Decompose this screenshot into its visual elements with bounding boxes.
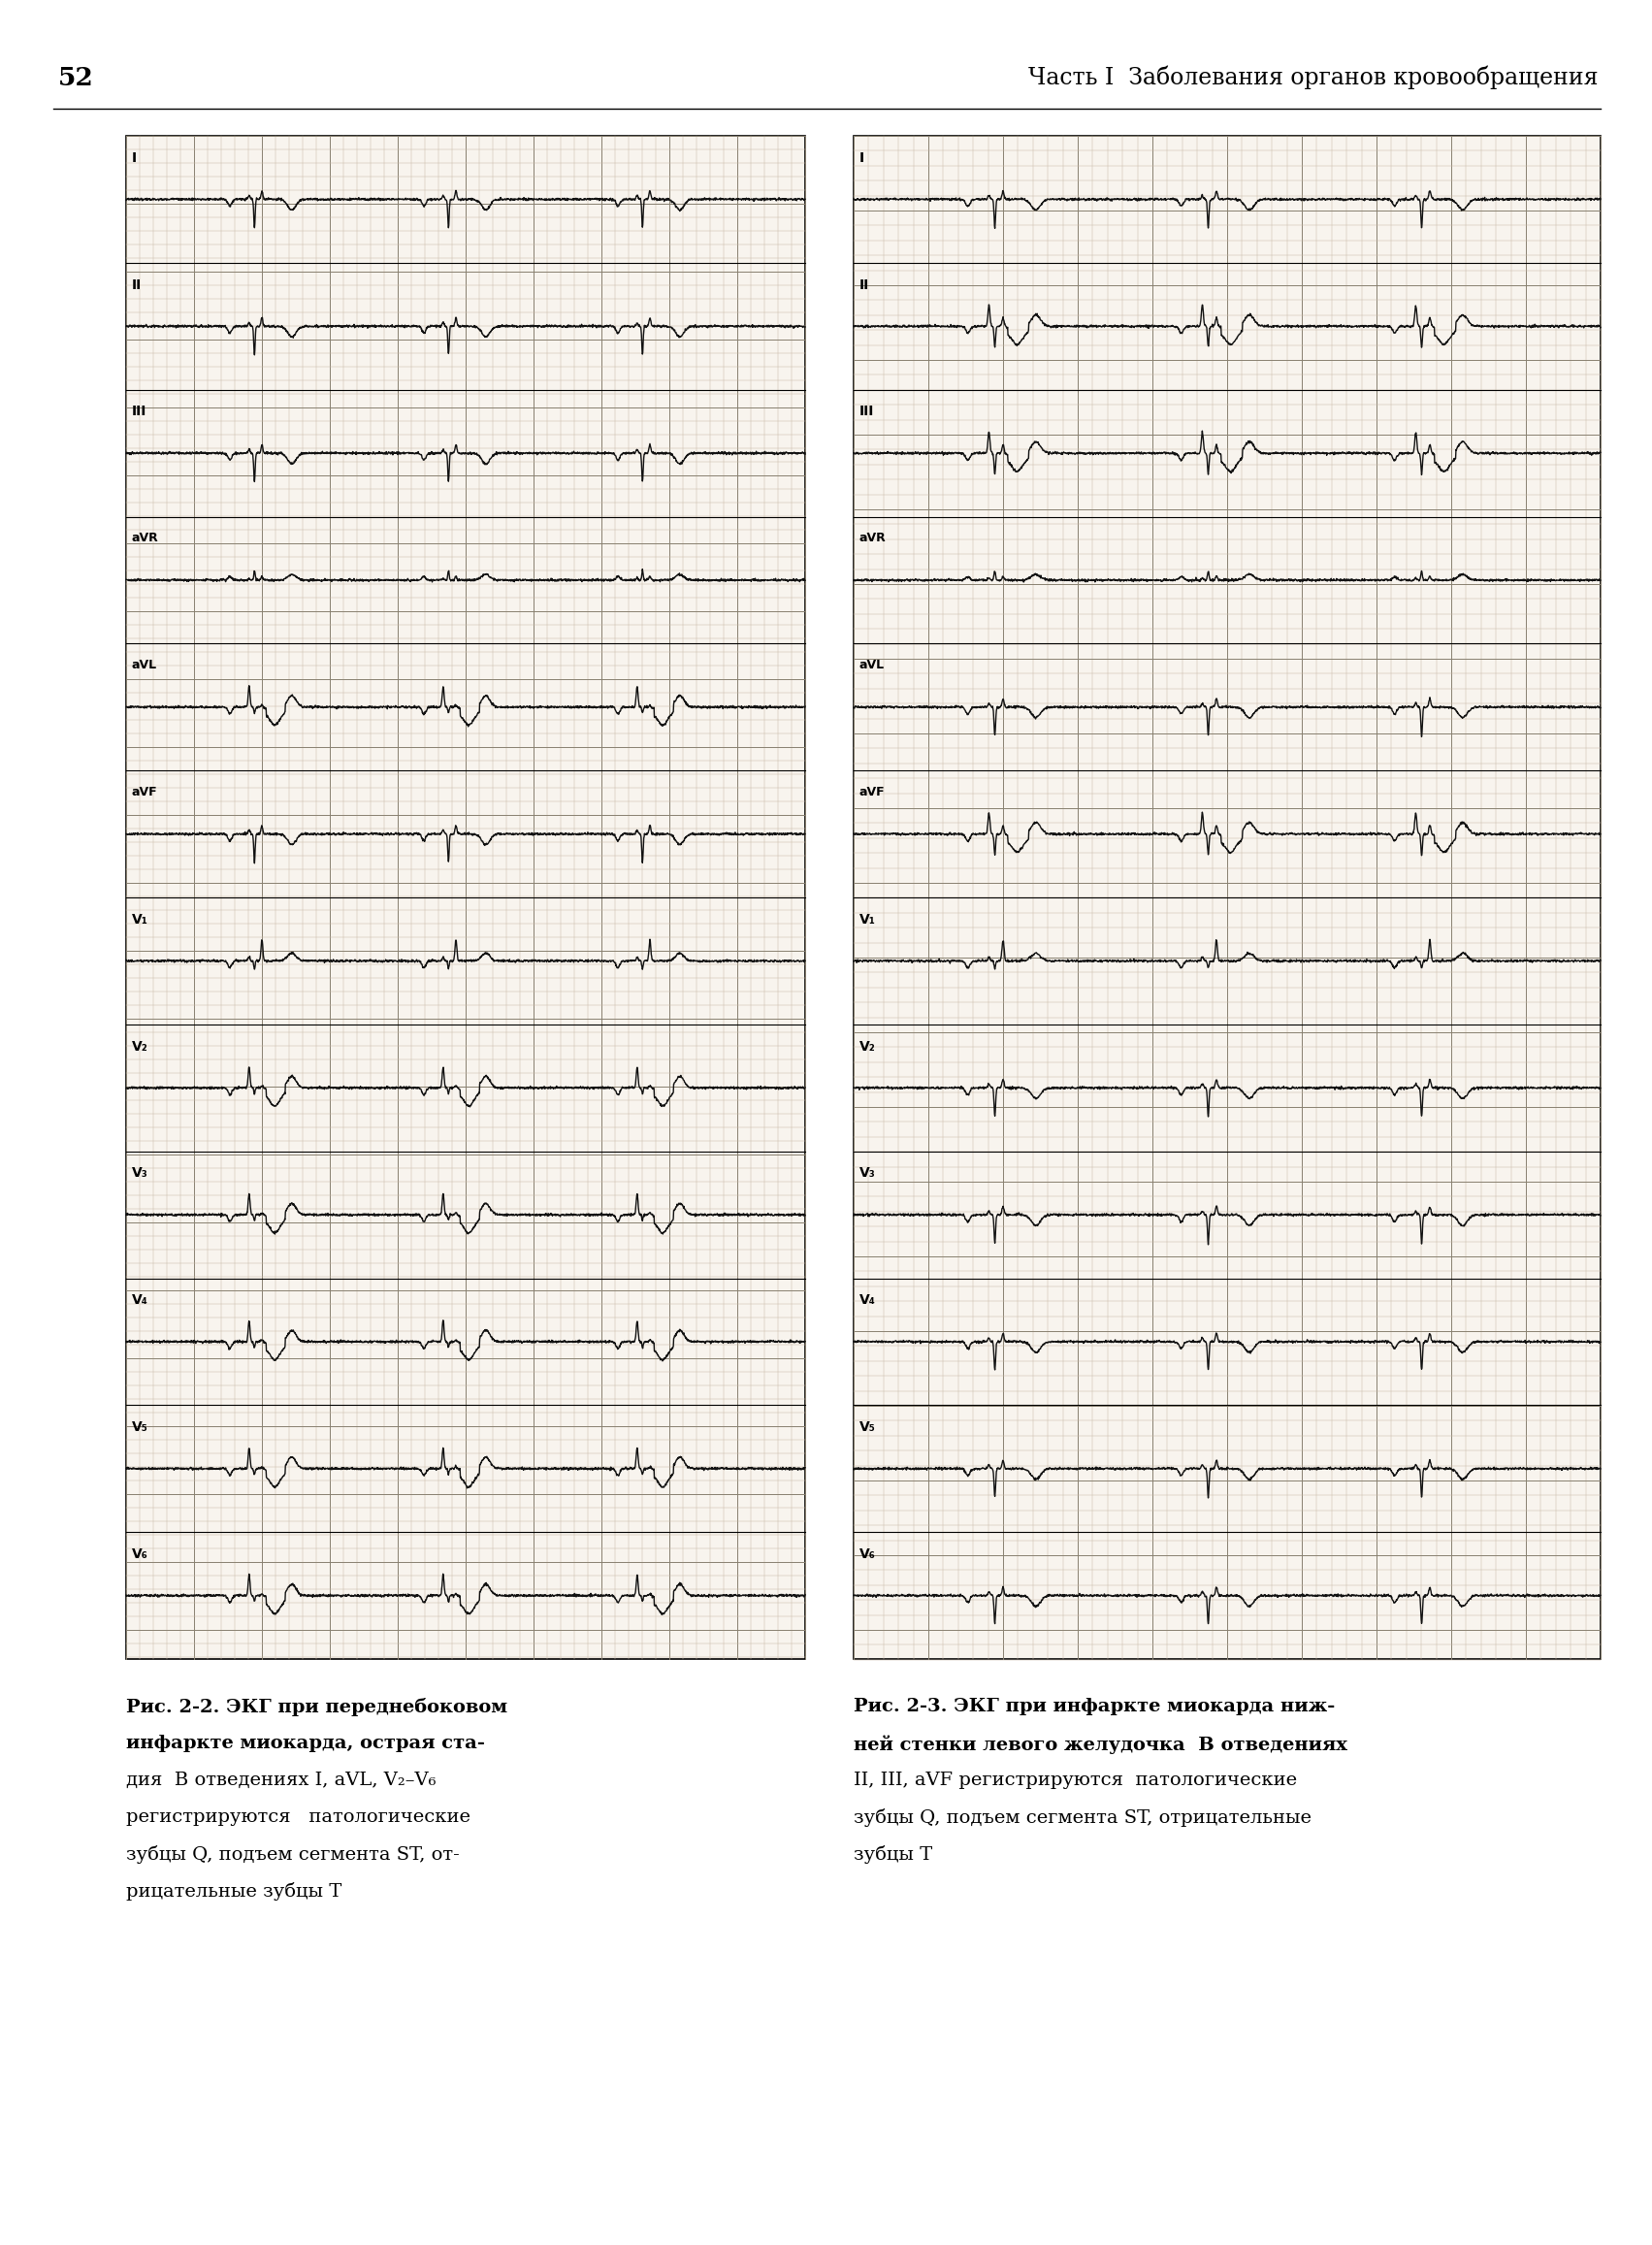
Text: V₅: V₅ bbox=[132, 1421, 149, 1435]
Text: aVL: aVL bbox=[132, 658, 157, 671]
Text: V₃: V₃ bbox=[859, 1167, 876, 1181]
Text: Рис. 2-2. ЭКГ при переднебоковом: Рис. 2-2. ЭКГ при переднебоковом bbox=[126, 1697, 507, 1715]
Text: I: I bbox=[859, 150, 864, 164]
Text: V₆: V₆ bbox=[132, 1547, 149, 1560]
Text: II, III, aVF регистрируются  патологические: II, III, aVF регистрируются патологическ… bbox=[854, 1771, 1297, 1789]
Bar bbox=[854, 137, 1601, 1659]
Text: aVL: aVL bbox=[859, 658, 885, 671]
Text: I: I bbox=[132, 150, 137, 164]
Text: V₁: V₁ bbox=[859, 914, 876, 927]
Text: зубцы Т: зубцы Т bbox=[854, 1845, 932, 1863]
Text: инфаркте миокарда, острая ста-: инфаркте миокарда, острая ста- bbox=[126, 1735, 486, 1751]
Text: зубцы Q, подъем сегмента ST, от-: зубцы Q, подъем сегмента ST, от- bbox=[126, 1845, 459, 1863]
Text: V₃: V₃ bbox=[132, 1167, 149, 1181]
Text: Часть I  Заболевания органов кровообращения: Часть I Заболевания органов кровообращен… bbox=[1029, 65, 1599, 90]
Text: II: II bbox=[859, 278, 869, 292]
Text: ней стенки левого желудочка  В отведениях: ней стенки левого желудочка В отведениях bbox=[854, 1735, 1348, 1753]
Text: зубцы Q, подъем сегмента ST, отрицательные: зубцы Q, подъем сегмента ST, отрицательн… bbox=[854, 1809, 1312, 1827]
Text: V₄: V₄ bbox=[859, 1293, 876, 1307]
Text: aVR: aVR bbox=[132, 532, 159, 546]
Bar bbox=[126, 137, 805, 1659]
Text: V₁: V₁ bbox=[132, 914, 149, 927]
Text: V₅: V₅ bbox=[859, 1421, 876, 1435]
Text: дия  В отведениях I, aVL, V₂–V₆: дия В отведениях I, aVL, V₂–V₆ bbox=[126, 1771, 436, 1789]
Text: aVF: aVF bbox=[859, 786, 885, 799]
Text: V₄: V₄ bbox=[132, 1293, 149, 1307]
Text: V₂: V₂ bbox=[859, 1039, 876, 1053]
Text: III: III bbox=[859, 404, 874, 418]
Text: aVF: aVF bbox=[132, 786, 157, 799]
Text: рицательные зубцы Т: рицательные зубцы Т bbox=[126, 1881, 342, 1902]
Text: III: III bbox=[132, 404, 147, 418]
Text: Рис. 2-3. ЭКГ при инфаркте миокарда ниж-: Рис. 2-3. ЭКГ при инфаркте миокарда ниж- bbox=[854, 1697, 1335, 1715]
Text: регистрируются   патологические: регистрируются патологические bbox=[126, 1809, 471, 1825]
Text: V₂: V₂ bbox=[132, 1039, 149, 1053]
Text: 52: 52 bbox=[58, 65, 94, 90]
Text: II: II bbox=[132, 278, 142, 292]
Text: aVR: aVR bbox=[859, 532, 887, 546]
Text: V₆: V₆ bbox=[859, 1547, 876, 1560]
